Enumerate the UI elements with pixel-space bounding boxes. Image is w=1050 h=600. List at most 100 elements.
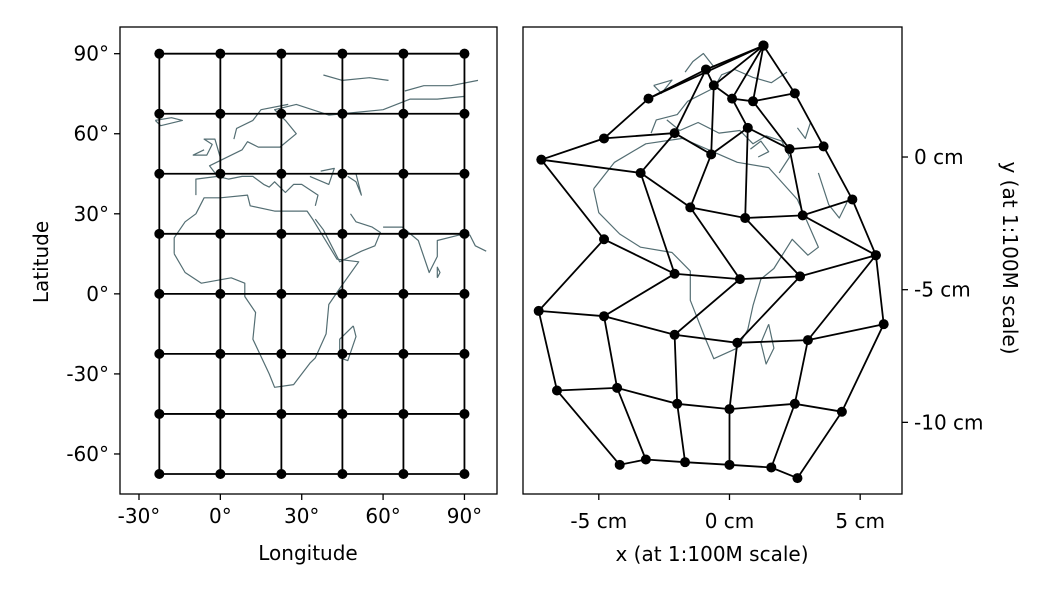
coastline-segment xyxy=(309,167,335,185)
graticule-node xyxy=(758,40,769,51)
coastline-segment xyxy=(192,138,221,158)
coastline-segment xyxy=(173,194,360,388)
meridian-line xyxy=(673,44,765,463)
graticule-node xyxy=(734,274,745,285)
graticule-node xyxy=(154,48,165,59)
graticule-node xyxy=(215,468,226,479)
graticule-node xyxy=(766,462,777,473)
y-tick-label: -60° xyxy=(66,442,109,466)
coastline-segment xyxy=(195,95,465,196)
graticule-node xyxy=(742,122,753,133)
graticule-node xyxy=(337,108,348,119)
graticule-node xyxy=(398,288,409,299)
graticule-node xyxy=(276,408,287,419)
graticule-node xyxy=(818,141,829,152)
coastline-segment xyxy=(217,175,319,206)
graticule-node xyxy=(398,228,409,239)
y-tick-label: 0 cm xyxy=(914,145,964,169)
meridian-line xyxy=(603,44,764,460)
graticule-node xyxy=(792,473,803,484)
graticule-node xyxy=(708,80,719,91)
right-y-axis-label: y (at 1:100M scale) xyxy=(998,161,1022,354)
graticule-node xyxy=(459,288,470,299)
graticule-node xyxy=(337,468,348,479)
graticule-node xyxy=(612,382,623,393)
right-plot-frame xyxy=(522,26,903,495)
left-plot-frame xyxy=(119,26,498,495)
graticule-node xyxy=(215,408,226,419)
left-y-axis: -60° -30° 0° 30° 60° 90° xyxy=(66,42,120,466)
graticule-node xyxy=(459,228,470,239)
x-tick-label: 60° xyxy=(365,504,400,528)
left-graticule-nodes xyxy=(154,48,470,479)
graticule-node xyxy=(337,348,348,359)
graticule-node xyxy=(276,228,287,239)
graticule-node xyxy=(680,457,691,468)
graticule-node xyxy=(599,311,610,322)
graticule-node xyxy=(533,305,544,316)
graticule-node xyxy=(459,108,470,119)
graticule-node xyxy=(672,398,683,409)
graticule-node xyxy=(215,48,226,59)
graticule-node xyxy=(551,385,562,396)
y-tick-label: 90° xyxy=(74,42,109,66)
parallel-line xyxy=(603,238,877,281)
left-map-panel: -30° 0° 30° 60° 90° -60° -30° 0° 30° 60° 90° Long… xyxy=(29,26,498,565)
graticule-node xyxy=(706,149,717,160)
meridian-line xyxy=(537,44,764,466)
left-y-axis-label: Latitude xyxy=(29,221,53,303)
coastline-segment xyxy=(684,52,715,73)
graticule-node xyxy=(685,202,696,213)
x-tick-label: 30° xyxy=(284,504,319,528)
graticule-node xyxy=(784,144,795,155)
y-tick-label: -30° xyxy=(66,362,109,386)
graticule-node xyxy=(459,408,470,419)
coastline-segment xyxy=(653,79,673,94)
left-x-axis-label: Longitude xyxy=(258,541,357,565)
graticule-node xyxy=(337,288,348,299)
graticule-node xyxy=(215,228,226,239)
meridian-line xyxy=(762,45,885,479)
right-coastlines xyxy=(593,52,848,365)
graticule-node xyxy=(599,234,610,245)
graticule-node xyxy=(337,48,348,59)
graticule-node xyxy=(276,168,287,179)
right-x-axis-label: x (at 1:100M scale) xyxy=(615,542,808,566)
coastline-segment xyxy=(750,140,770,158)
graticule-node xyxy=(724,404,735,415)
graticule-node xyxy=(669,268,680,279)
graticule-node xyxy=(727,93,738,104)
graticule-node xyxy=(797,210,808,221)
graticule-node xyxy=(154,408,165,419)
parallel-line xyxy=(541,158,853,219)
coastline-segment xyxy=(817,172,848,219)
parallel-line xyxy=(648,68,795,103)
graticule-node xyxy=(870,250,881,261)
graticule-node xyxy=(700,64,711,75)
graticule-node xyxy=(154,168,165,179)
right-graticule-nodes xyxy=(533,40,889,484)
graticule-node xyxy=(459,168,470,179)
y-tick-label: 0° xyxy=(86,282,109,306)
graticule-node xyxy=(789,88,800,99)
graticule-node xyxy=(398,348,409,359)
graticule-node xyxy=(154,468,165,479)
x-tick-label: 90° xyxy=(447,504,482,528)
graticule-node xyxy=(669,329,680,340)
graticule-node xyxy=(536,154,547,165)
y-tick-label: -10 cm xyxy=(914,410,984,434)
graticule-node xyxy=(795,271,806,282)
graticule-node xyxy=(789,398,800,409)
graticule-node xyxy=(215,348,226,359)
graticule-node xyxy=(459,468,470,479)
graticule-node xyxy=(614,459,625,470)
x-tick-label: -5 cm xyxy=(570,509,627,533)
graticule-node xyxy=(215,288,226,299)
graticule-node xyxy=(337,408,348,419)
parallel-line xyxy=(538,310,884,344)
x-tick-label: 0 cm xyxy=(705,509,755,533)
graticule-node xyxy=(276,48,287,59)
graticule-node xyxy=(215,168,226,179)
coastline-segment xyxy=(323,74,389,82)
